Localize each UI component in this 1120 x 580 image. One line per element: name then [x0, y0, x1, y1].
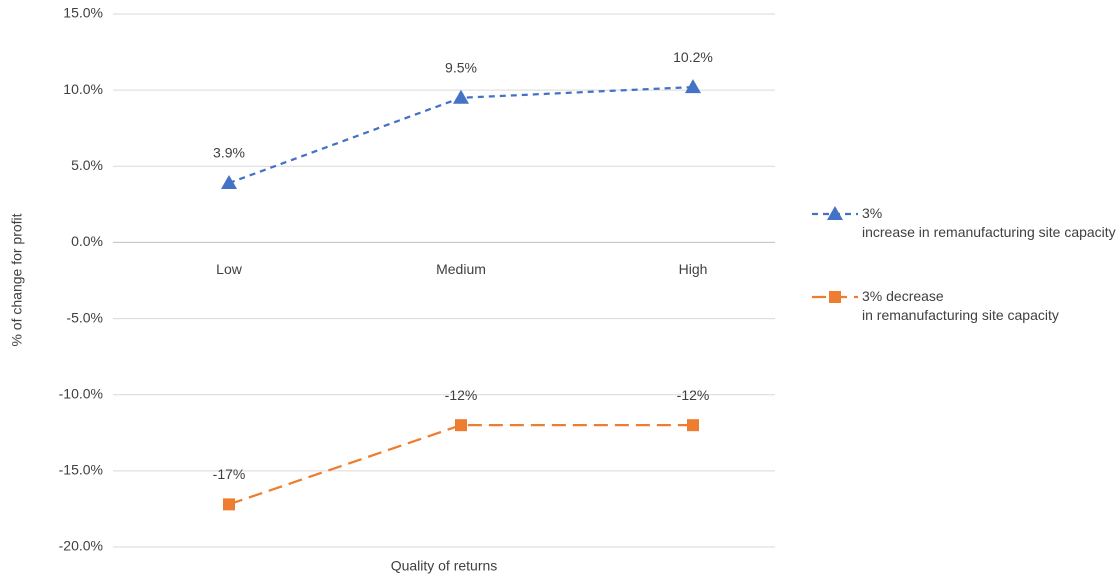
series-line	[228, 424, 693, 506]
x-tick-label: High	[679, 261, 708, 277]
data-label: -12%	[445, 387, 478, 403]
marker	[827, 206, 843, 220]
marker	[455, 419, 467, 432]
legend-label: 3% increase in remanufacturing site capa…	[862, 205, 1116, 240]
data-label: 9.5%	[445, 59, 477, 75]
x-tick-label: Medium	[436, 261, 486, 277]
y-tick-label: -5.0%	[66, 309, 103, 325]
y-axis-title: % of change for profit	[9, 213, 25, 346]
legend-label: 3% decrease in remanufacturing site capa…	[862, 288, 1059, 323]
y-tick-label: 5.0%	[71, 157, 103, 173]
marker	[223, 498, 235, 511]
data-label: 10.2%	[673, 49, 713, 65]
y-tick-label: 15.0%	[63, 5, 103, 21]
marker	[829, 291, 841, 303]
x-axis-title: Quality of returns	[391, 558, 498, 574]
y-tick-label: 10.0%	[63, 81, 103, 97]
y-tick-label: -10.0%	[59, 385, 103, 401]
marker	[221, 175, 237, 190]
data-label: 3.9%	[213, 145, 245, 161]
x-tick-label: Low	[216, 261, 243, 277]
y-tick-label: -15.0%	[59, 462, 103, 478]
marker	[685, 79, 701, 94]
marker	[687, 419, 699, 432]
marker	[453, 89, 469, 104]
y-tick-label: -20.0%	[59, 538, 103, 554]
data-label: -12%	[677, 387, 710, 403]
y-tick-label: 0.0%	[71, 233, 103, 249]
data-label: -17%	[213, 466, 246, 482]
